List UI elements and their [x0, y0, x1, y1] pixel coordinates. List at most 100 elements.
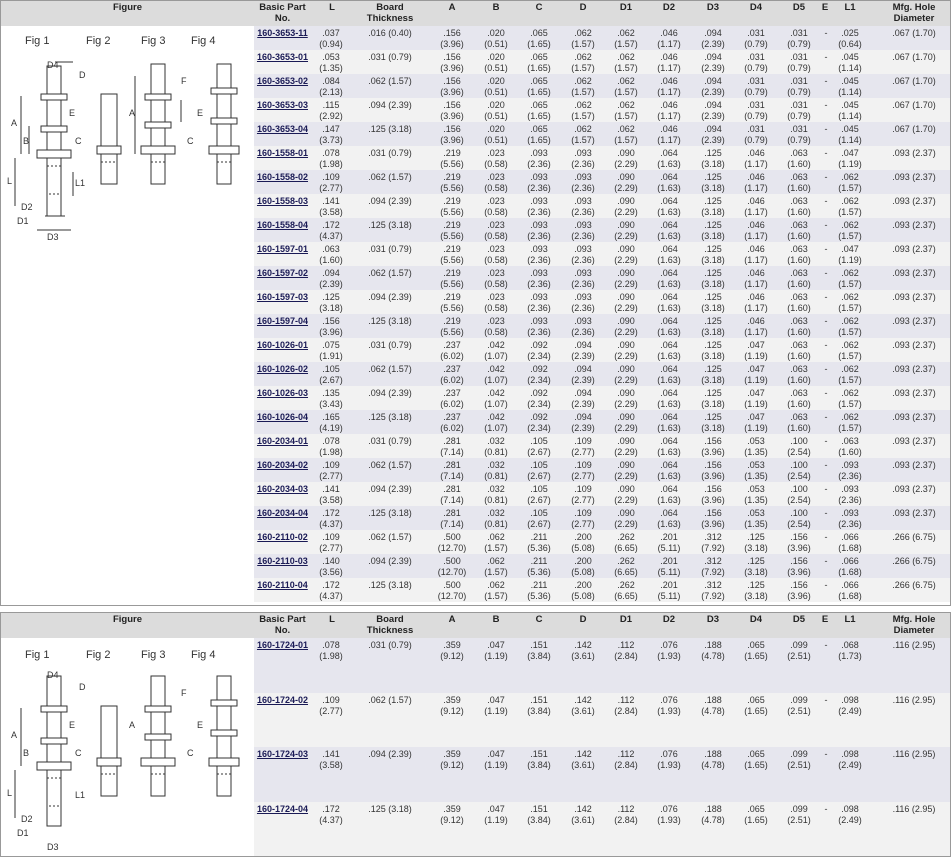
- value-inch: .023: [487, 316, 505, 326]
- part-number-link[interactable]: 160-1597-03: [254, 292, 311, 303]
- part-number[interactable]: 160-1026-02: [256, 364, 309, 374]
- value-inch: .125: [704, 364, 722, 374]
- part-number-link[interactable]: 160-1724-02: [254, 695, 311, 706]
- value-mm: (2.54): [787, 447, 811, 457]
- cell-l1: .062 (1.57): [832, 172, 868, 194]
- value-inch: .125: [704, 292, 722, 302]
- value-inch: .172: [322, 508, 340, 518]
- part-number-link[interactable]: 160-1026-03: [254, 388, 311, 399]
- part-number-link[interactable]: 160-2034-01: [254, 436, 311, 447]
- part-number-link[interactable]: 160-2034-02: [254, 460, 311, 471]
- part-number-link[interactable]: 160-1558-03: [254, 196, 311, 207]
- value-inch: .076: [660, 749, 678, 759]
- part-number[interactable]: 160-1597-01: [256, 244, 309, 254]
- value-mm: (1.93): [657, 760, 681, 770]
- part-number-link[interactable]: 160-1724-03: [254, 749, 311, 760]
- part-number-link[interactable]: 160-1724-01: [254, 640, 311, 651]
- part-number-link[interactable]: 160-3653-04: [254, 124, 311, 135]
- cell-l: .094 (2.39): [312, 268, 350, 290]
- part-number[interactable]: 160-1597-02: [256, 268, 309, 278]
- part-number[interactable]: 160-2110-02: [257, 532, 308, 542]
- value-mm: (5.11): [657, 591, 681, 601]
- value-inch: .046: [747, 172, 765, 182]
- part-number[interactable]: 160-1558-03: [256, 196, 309, 206]
- cell-e: -: [818, 28, 834, 39]
- part-number[interactable]: 160-1558-01: [256, 148, 309, 158]
- cell-d5: .063 (1.60): [779, 388, 819, 410]
- value-inch: .109: [322, 694, 340, 705]
- value-inch: .047: [487, 640, 505, 650]
- part-number[interactable]: 160-1724-02: [256, 694, 309, 705]
- part-number-link[interactable]: 160-1597-01: [254, 244, 311, 255]
- part-number-link[interactable]: 160-1026-02: [254, 364, 311, 375]
- value-mm: (2.29): [614, 351, 638, 361]
- value-mm: (1.60): [787, 279, 811, 289]
- part-number[interactable]: 160-1026-03: [256, 388, 309, 398]
- part-number-link[interactable]: 160-2110-03: [254, 556, 311, 567]
- value-inch: .064: [660, 292, 678, 302]
- part-number-link[interactable]: 160-1558-02: [254, 172, 311, 183]
- part-number[interactable]: 160-1724-01: [256, 640, 309, 650]
- cell-c: .105 (2.67): [519, 436, 559, 458]
- part-number[interactable]: 160-1026-04: [256, 412, 309, 422]
- part-number-link[interactable]: 160-3653-01: [254, 52, 311, 63]
- part-number-link[interactable]: 160-1597-02: [254, 268, 311, 279]
- value-inch: .219: [443, 220, 461, 230]
- cell-l: .115 (2.92): [312, 100, 350, 122]
- cell-c: .211 (5.36): [519, 532, 559, 554]
- part-number-link[interactable]: 160-3653-11: [254, 28, 311, 39]
- part-number[interactable]: 160-2110-04: [257, 580, 308, 590]
- value-mm: (2.49): [838, 705, 862, 716]
- cell-d5: .063 (1.60): [779, 148, 819, 170]
- part-number[interactable]: 160-2034-01: [256, 436, 309, 446]
- part-number[interactable]: 160-1558-04: [256, 220, 309, 230]
- value-mm: (2.34): [527, 423, 551, 433]
- part-number[interactable]: 160-2034-02: [256, 460, 309, 470]
- figure-panel-2: Fig 1 Fig 2 Fig 3 Fig 4: [1, 638, 254, 856]
- part-number[interactable]: 160-1724-04: [256, 803, 309, 814]
- cell-d3: .125 (3.18): [693, 340, 733, 362]
- part-number-link[interactable]: 160-2034-03: [254, 484, 311, 495]
- value-inch: .062 (1.57): [368, 532, 412, 542]
- cell-d: .142 (3.61): [563, 804, 603, 826]
- part-number-link[interactable]: 160-2110-02: [254, 532, 311, 543]
- part-number[interactable]: 160-3653-03: [256, 100, 309, 110]
- part-number[interactable]: 160-1597-03: [256, 292, 309, 302]
- part-number[interactable]: 160-3653-01: [256, 52, 309, 62]
- part-number[interactable]: 160-3653-02: [256, 76, 309, 86]
- value-inch: .093: [530, 172, 548, 182]
- part-number[interactable]: 160-3653-04: [256, 124, 309, 134]
- part-number[interactable]: 160-1597-04: [256, 316, 309, 326]
- cell-d5: .099 (2.51): [779, 749, 819, 771]
- part-number-link[interactable]: 160-2110-04: [254, 580, 311, 591]
- value-mm: (1.19): [744, 351, 768, 361]
- cell-board: .125 (3.18): [353, 508, 427, 519]
- part-number[interactable]: 160-2034-04: [256, 508, 309, 518]
- part-number[interactable]: 160-1724-03: [256, 749, 309, 759]
- part-number-link[interactable]: 160-1724-04: [254, 804, 311, 815]
- cell-d: .142 (3.61): [563, 695, 603, 717]
- part-number-link[interactable]: 160-1558-01: [254, 148, 311, 159]
- part-number[interactable]: 160-3653-11: [257, 28, 308, 38]
- part-number-link[interactable]: 160-3653-02: [254, 76, 311, 87]
- cell-e: -: [818, 804, 834, 815]
- part-number-link[interactable]: 160-2034-04: [254, 508, 311, 519]
- part-number[interactable]: 160-1558-02: [256, 172, 309, 182]
- cell-d4: .065 (1.65): [736, 749, 776, 771]
- value-inch: .075: [322, 340, 340, 350]
- part-number[interactable]: 160-2034-03: [256, 484, 309, 494]
- part-number[interactable]: 160-1026-01: [256, 340, 309, 350]
- value-mm: (3.96): [701, 519, 725, 529]
- cell-a: .156 (3.96): [432, 124, 472, 146]
- part-number-link[interactable]: 160-1597-04: [254, 316, 311, 327]
- part-number-link[interactable]: 160-1026-01: [254, 340, 311, 351]
- value-inch: .062: [841, 340, 859, 350]
- value-mm: (2.36): [571, 231, 595, 241]
- part-number-link[interactable]: 160-1026-04: [254, 412, 311, 423]
- part-number[interactable]: 160-2110-03: [257, 556, 308, 566]
- part-number-link[interactable]: 160-1558-04: [254, 220, 311, 231]
- cell-b: .047 (1.19): [476, 695, 516, 717]
- value-inch: .031 (0.79): [368, 244, 412, 254]
- value-inch: .125 (3.18): [368, 412, 412, 422]
- part-number-link[interactable]: 160-3653-03: [254, 100, 311, 111]
